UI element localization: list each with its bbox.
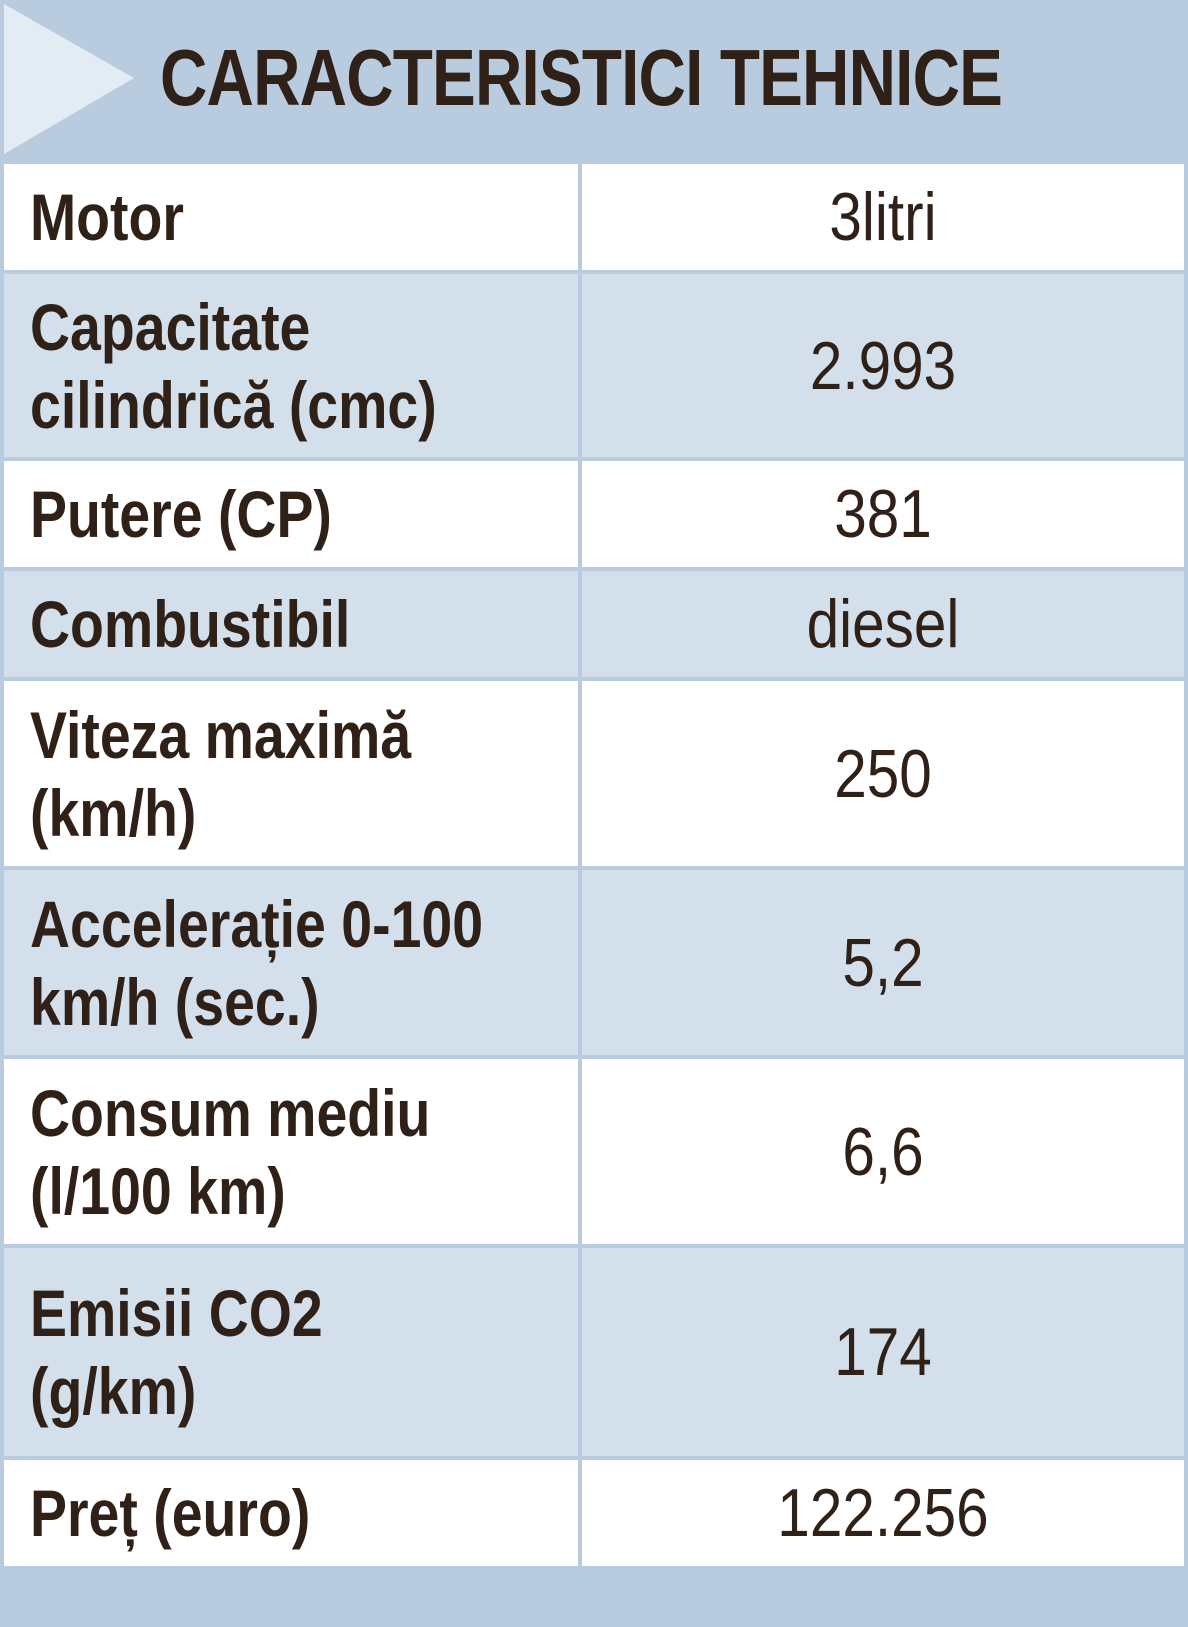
table-row: Consum mediu (l/100 km) 6,6 bbox=[0, 1059, 1188, 1244]
row-value-cell: diesel bbox=[582, 571, 1184, 677]
row-value: 250 bbox=[834, 735, 932, 812]
table-row: Preț (euro) 122.256 bbox=[0, 1460, 1188, 1566]
row-value-cell: 2.993 bbox=[582, 274, 1184, 457]
table-row: Combustibil diesel bbox=[0, 571, 1188, 677]
spec-header: CARACTERISTICI TEHNICE bbox=[0, 0, 1188, 160]
row-value-cell: 3litri bbox=[582, 164, 1184, 270]
row-label-cell: Capacitate cilindrică (cmc) bbox=[4, 274, 578, 457]
row-label: Putere (CP) bbox=[30, 477, 332, 551]
triangle-arrow-icon bbox=[4, 4, 134, 154]
row-label: Combustibil bbox=[30, 587, 351, 661]
row-label-cell: Emisii CO2 (g/km) bbox=[4, 1248, 578, 1456]
table-row: Accelerație 0-100 km/h (sec.) 5,2 bbox=[0, 870, 1188, 1055]
row-value: 5,2 bbox=[842, 924, 924, 1001]
row-value: 122.256 bbox=[777, 1475, 989, 1551]
row-label-cell: Consum mediu (l/100 km) bbox=[4, 1059, 578, 1244]
row-label-cell: Preț (euro) bbox=[4, 1460, 578, 1566]
row-label: Consum mediu (l/100 km) bbox=[30, 1075, 431, 1228]
row-value: diesel bbox=[806, 586, 960, 662]
row-value-cell: 6,6 bbox=[582, 1059, 1184, 1244]
row-value: 2.993 bbox=[809, 327, 957, 404]
row-label-cell: Accelerație 0-100 km/h (sec.) bbox=[4, 870, 578, 1055]
row-label: Capacitate cilindrică (cmc) bbox=[30, 289, 437, 442]
row-value: 6,6 bbox=[842, 1113, 924, 1190]
row-value-cell: 250 bbox=[582, 681, 1184, 866]
row-label-cell: Motor bbox=[4, 164, 578, 270]
row-label-cell: Putere (CP) bbox=[4, 461, 578, 567]
row-value-cell: 5,2 bbox=[582, 870, 1184, 1055]
row-label: Preț (euro) bbox=[30, 1476, 311, 1550]
row-label-cell: Combustibil bbox=[4, 571, 578, 677]
row-label-cell: Viteza maximă (km/h) bbox=[4, 681, 578, 866]
row-label: Emisii CO2 (g/km) bbox=[30, 1276, 323, 1428]
row-value: 3litri bbox=[829, 179, 937, 255]
page-title: CARACTERISTICI TEHNICE bbox=[160, 33, 1003, 122]
row-value: 174 bbox=[834, 1314, 932, 1390]
table-row: Capacitate cilindrică (cmc) 2.993 bbox=[0, 274, 1188, 457]
row-label: Viteza maximă (km/h) bbox=[30, 697, 412, 850]
row-value: 381 bbox=[834, 476, 932, 552]
row-label: Motor bbox=[30, 180, 184, 254]
row-value-cell: 174 bbox=[582, 1248, 1184, 1456]
row-value-cell: 381 bbox=[582, 461, 1184, 567]
row-label: Accelerație 0-100 km/h (sec.) bbox=[30, 886, 484, 1039]
row-value-cell: 122.256 bbox=[582, 1460, 1184, 1566]
table-row: Viteza maximă (km/h) 250 bbox=[0, 681, 1188, 866]
table-row: Putere (CP) 381 bbox=[0, 461, 1188, 567]
table-row: Motor 3litri bbox=[0, 164, 1188, 270]
table-row: Emisii CO2 (g/km) 174 bbox=[0, 1248, 1188, 1456]
